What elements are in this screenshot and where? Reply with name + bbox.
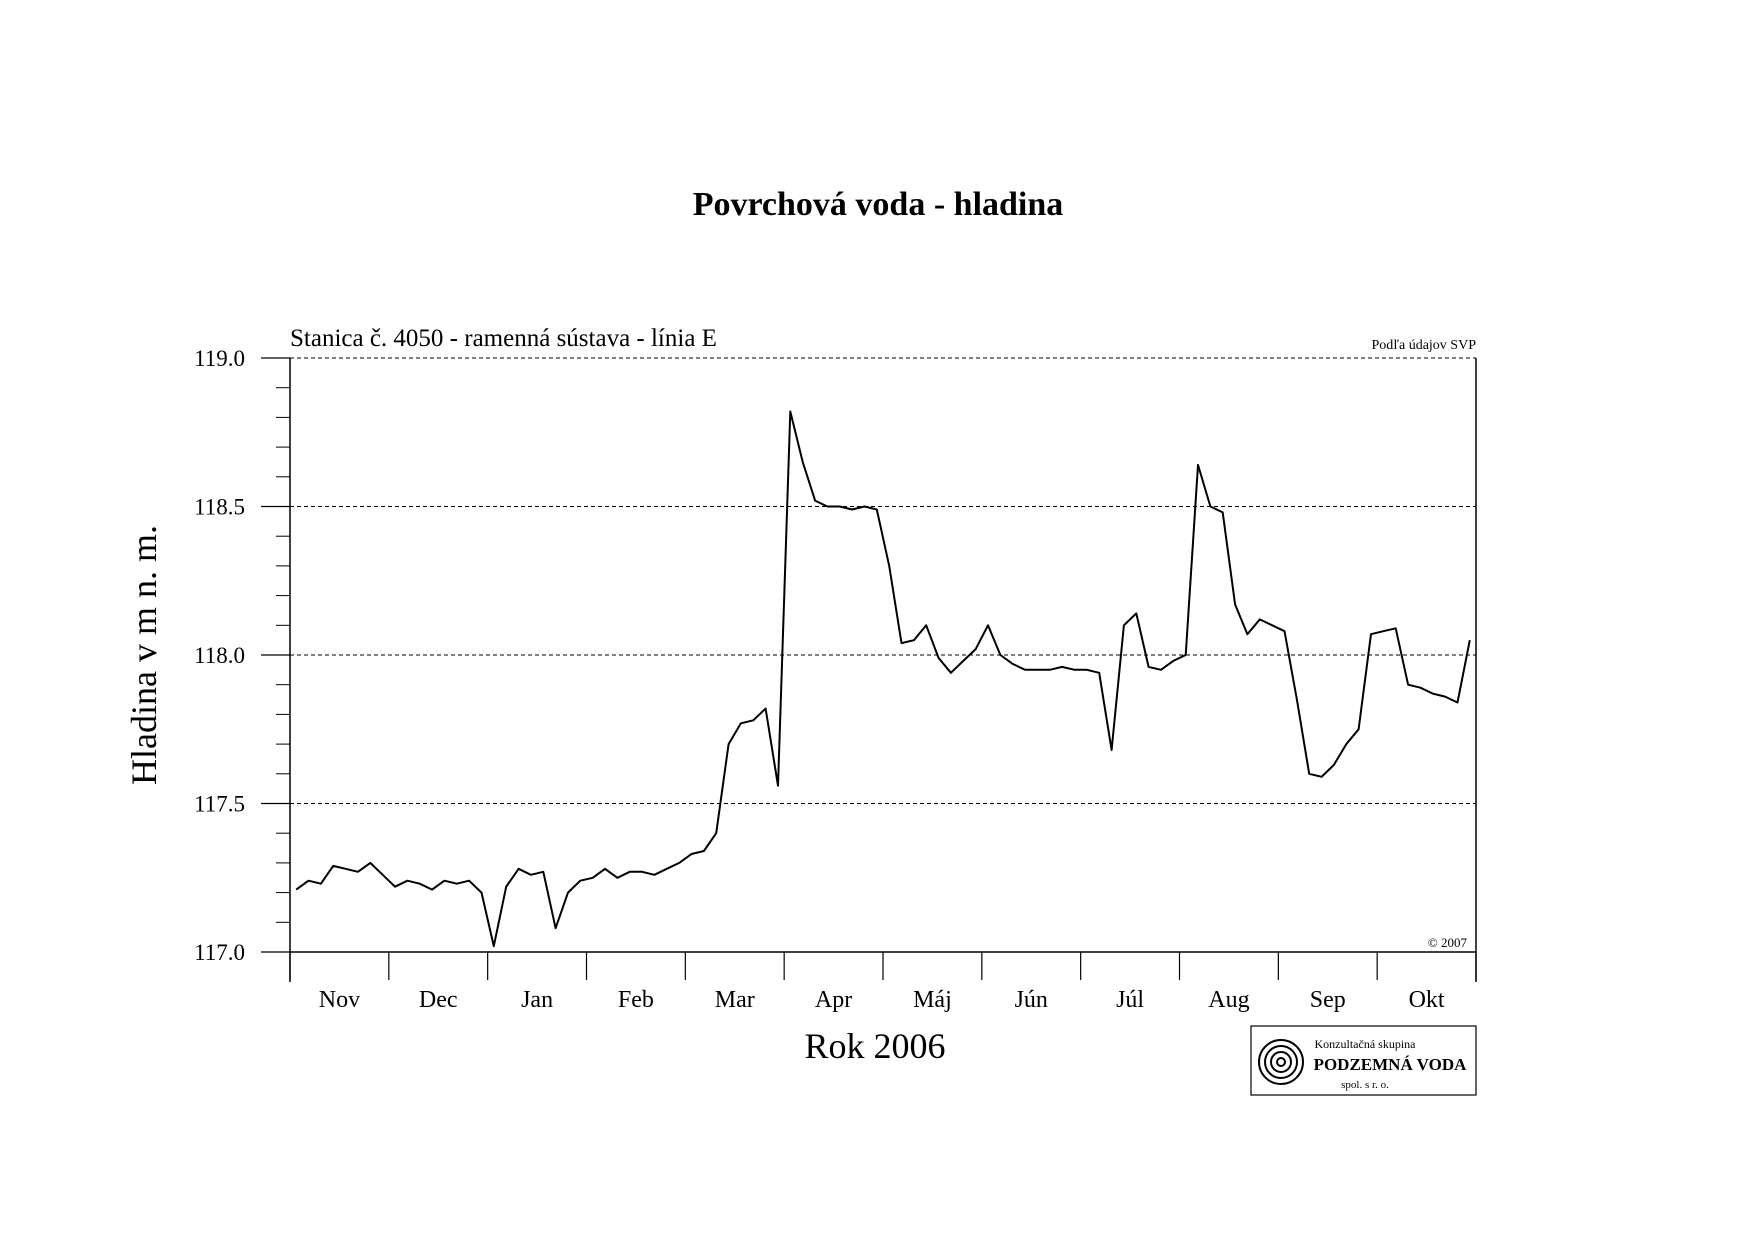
- chart-subtitle: Stanica č. 4050 - ramenná sústava - líni…: [290, 325, 717, 352]
- x-tick-label: Okt: [1409, 987, 1445, 1013]
- copyright: © 2007: [1428, 935, 1468, 950]
- logo-frame: [1250, 1025, 1477, 1096]
- y-axis-label: Hladina v m n. m.: [124, 525, 164, 785]
- x-tick-label: Feb: [618, 987, 654, 1013]
- logo: Konzultačná skupina PODZEMNÁ VODA spol. …: [1250, 1025, 1477, 1096]
- logo-line2: PODZEMNÁ VODA: [1314, 1055, 1468, 1074]
- y-tick-label: 118.5: [194, 495, 245, 520]
- x-axis-label: Rok 2006: [804, 1026, 945, 1066]
- x-tick-label: Jún: [1015, 987, 1048, 1013]
- y-tick-label: 117.5: [194, 792, 245, 817]
- y-tick-label: 118.0: [194, 643, 245, 668]
- x-tick-label: Mar: [715, 987, 755, 1013]
- x-tick-label: Máj: [913, 987, 952, 1013]
- x-tick-label: Dec: [419, 987, 458, 1013]
- chart-title: Povrchová voda - hladina: [693, 186, 1064, 223]
- source-note: Podľa údajov SVP: [1372, 338, 1477, 353]
- logo-line3: spol. s r. o.: [1341, 1079, 1389, 1091]
- y-tick-label: 117.0: [194, 940, 245, 965]
- logo-icon: [1258, 1039, 1304, 1085]
- water-level-line: [295, 410, 1471, 948]
- logo-line1: Konzultačná skupina: [1315, 1037, 1417, 1051]
- y-tick-label: 119.0: [194, 346, 245, 371]
- x-tick-label: Nov: [319, 987, 360, 1013]
- x-tick-label: Jan: [521, 987, 553, 1013]
- x-tick-label: Apr: [815, 987, 852, 1013]
- x-tick-label: Aug: [1208, 987, 1249, 1013]
- x-tick-label: Júl: [1116, 987, 1144, 1013]
- x-tick-label: Sep: [1310, 987, 1346, 1013]
